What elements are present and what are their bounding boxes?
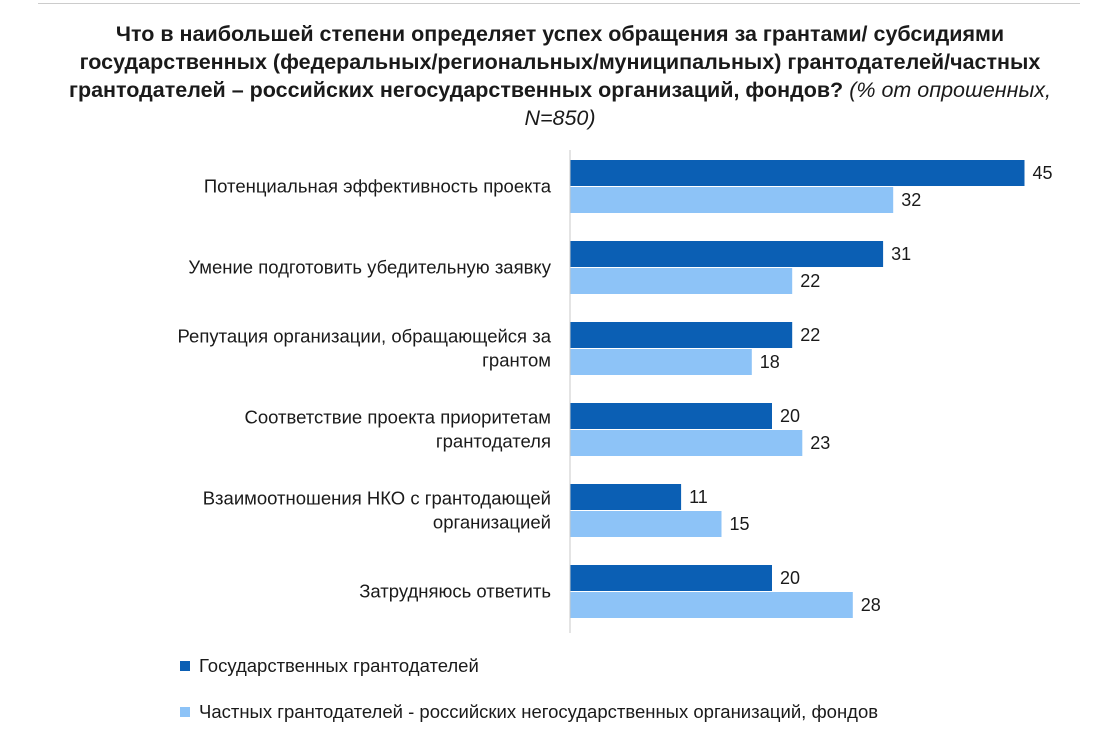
category-label-4-line-1: организацией	[433, 512, 551, 533]
bar-private-3	[570, 430, 803, 456]
data-label-government-1: 31	[891, 244, 911, 264]
bar-private-1	[570, 268, 793, 294]
chart-title-main: Что в наибольшей степени определяет успе…	[68, 22, 1041, 102]
legend-swatch-private	[180, 707, 190, 717]
bar-government-0	[570, 160, 1025, 186]
data-label-private-5: 28	[861, 595, 881, 615]
chart-title-note: (% от опрошенных, N=850)	[524, 78, 1051, 130]
category-label-2-line-1: грантом	[482, 350, 551, 371]
chart-title: Что в наибольшей степени определяет успе…	[40, 20, 1080, 132]
top-rule	[38, 3, 1080, 4]
legend-label-government: Государственных грантодателей	[199, 655, 479, 676]
bar-government-4	[570, 484, 682, 510]
bar-private-5	[570, 592, 853, 618]
data-label-private-1: 22	[800, 271, 820, 291]
category-label-4-line-0: Взаимоотношения НКО с грантодающей	[203, 488, 551, 509]
bar-government-5	[570, 565, 772, 591]
data-label-private-0: 32	[901, 190, 921, 210]
category-label-3-line-0: Соответствие проекта приоритетам	[244, 407, 551, 428]
category-label-0: Потенциальная эффективность проекта	[204, 176, 552, 197]
legend-item-government: Государственных грантодателей	[180, 655, 479, 677]
bar-private-2	[570, 349, 752, 375]
data-label-government-2: 22	[800, 325, 820, 345]
legend-swatch-government	[180, 661, 190, 671]
bar-government-3	[570, 403, 772, 429]
data-label-government-3: 20	[780, 406, 800, 426]
data-label-government-0: 45	[1033, 163, 1053, 183]
bar-private-4	[570, 511, 722, 537]
category-label-5: Затрудняюсь ответить	[359, 581, 551, 602]
category-label-1: Умение подготовить убедительную заявку	[188, 257, 551, 278]
category-label-2-line-0: Репутация организации, обращающейся за	[178, 326, 552, 347]
bar-government-1	[570, 241, 884, 267]
category-label-3-line-1: грантодателя	[436, 431, 551, 452]
legend-item-private: Частных грантодателей - российских негос…	[180, 701, 878, 723]
data-label-private-2: 18	[760, 352, 780, 372]
data-label-private-4: 15	[730, 514, 750, 534]
legend-label-private: Частных грантодателей - российских негос…	[199, 701, 879, 722]
bar-private-0	[570, 187, 894, 213]
data-label-private-3: 23	[810, 433, 830, 453]
data-label-government-5: 20	[780, 568, 800, 588]
data-label-government-4: 11	[689, 487, 708, 507]
bar-government-2	[570, 322, 793, 348]
